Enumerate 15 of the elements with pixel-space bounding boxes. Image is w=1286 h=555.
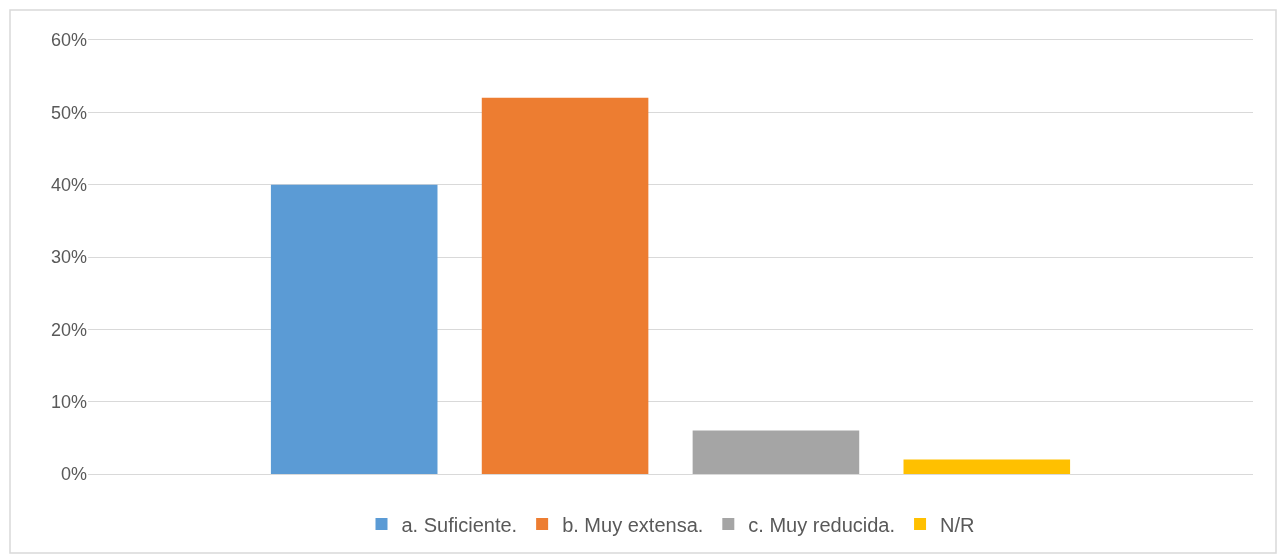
y-tick-label: 30% bbox=[50, 247, 87, 268]
y-tick-label: 40% bbox=[50, 174, 87, 195]
legend-label: c. Muy reducida. bbox=[748, 513, 896, 536]
bar bbox=[481, 97, 649, 474]
legend-label: N/R bbox=[940, 513, 975, 536]
bar bbox=[903, 459, 1071, 474]
y-tick-label: 0% bbox=[60, 464, 87, 485]
legend-label: a. Suficiente. bbox=[401, 513, 518, 536]
y-tick-label: 60% bbox=[50, 30, 87, 51]
bar bbox=[692, 430, 860, 474]
legend-label: b. Muy extensa. bbox=[562, 513, 704, 536]
y-tick-label: 10% bbox=[50, 391, 87, 412]
y-tick-label: 20% bbox=[50, 319, 87, 340]
bar bbox=[270, 184, 438, 474]
y-tick-label: 50% bbox=[50, 102, 87, 123]
